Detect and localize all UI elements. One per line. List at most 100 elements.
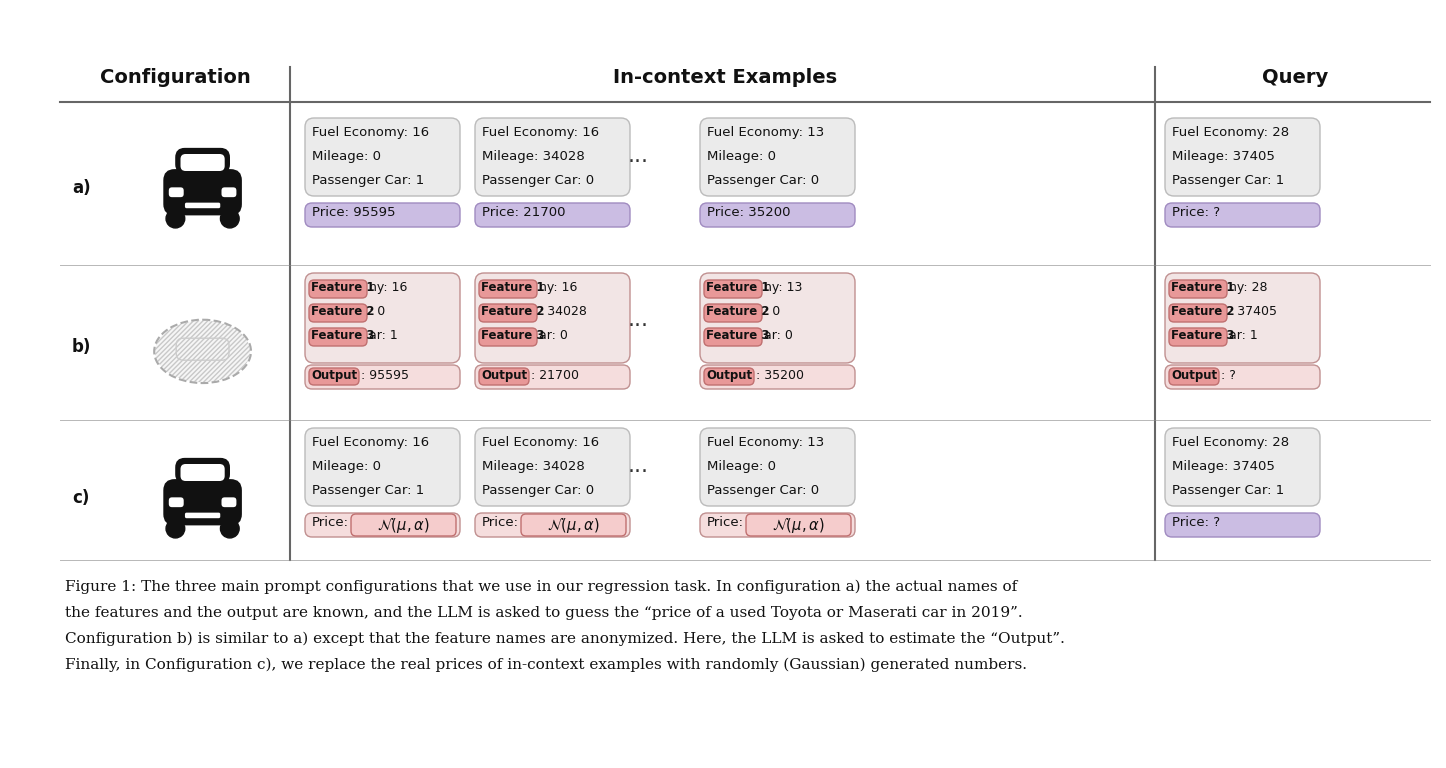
Text: Output: Output bbox=[311, 369, 357, 382]
FancyBboxPatch shape bbox=[1168, 304, 1228, 322]
Text: Feature 2: Feature 2 bbox=[1171, 305, 1235, 318]
Text: Passenger Car: 0: Passenger Car: 0 bbox=[707, 174, 818, 187]
FancyBboxPatch shape bbox=[700, 203, 855, 227]
Text: Fuel Economy: 28: Fuel Economy: 28 bbox=[1173, 436, 1290, 449]
FancyBboxPatch shape bbox=[700, 273, 855, 363]
FancyBboxPatch shape bbox=[704, 280, 762, 298]
FancyBboxPatch shape bbox=[184, 202, 221, 209]
Text: ar: 1: ar: 1 bbox=[1229, 329, 1258, 342]
Text: Passenger Car: 1: Passenger Car: 1 bbox=[1173, 484, 1284, 497]
Text: ny: 28: ny: 28 bbox=[1229, 281, 1268, 294]
FancyBboxPatch shape bbox=[1165, 513, 1320, 537]
Text: Finally, in Configuration c), we replace the real prices of in-context examples : Finally, in Configuration c), we replace… bbox=[65, 658, 1027, 673]
FancyBboxPatch shape bbox=[181, 464, 224, 481]
FancyBboxPatch shape bbox=[474, 513, 630, 537]
FancyBboxPatch shape bbox=[1168, 328, 1228, 346]
FancyBboxPatch shape bbox=[474, 273, 630, 363]
FancyBboxPatch shape bbox=[521, 514, 626, 536]
Text: Output: Output bbox=[706, 369, 752, 382]
Text: Fuel Economy: 16: Fuel Economy: 16 bbox=[482, 126, 599, 139]
FancyBboxPatch shape bbox=[220, 496, 237, 508]
FancyBboxPatch shape bbox=[1165, 428, 1320, 506]
FancyBboxPatch shape bbox=[184, 511, 221, 519]
Text: ny: 16: ny: 16 bbox=[369, 281, 408, 294]
Text: : ?: : ? bbox=[1220, 369, 1236, 382]
Text: ar: 1: ar: 1 bbox=[369, 329, 398, 342]
Text: Passenger Car: 0: Passenger Car: 0 bbox=[707, 484, 818, 497]
Text: Price:: Price: bbox=[707, 515, 745, 528]
FancyBboxPatch shape bbox=[704, 304, 762, 322]
FancyBboxPatch shape bbox=[1165, 273, 1320, 363]
Ellipse shape bbox=[155, 320, 250, 382]
Text: Fuel Economy: 16: Fuel Economy: 16 bbox=[312, 126, 429, 139]
FancyBboxPatch shape bbox=[220, 187, 237, 198]
Text: Price: 21700: Price: 21700 bbox=[482, 206, 565, 219]
Text: : 34028: : 34028 bbox=[539, 305, 587, 318]
FancyBboxPatch shape bbox=[474, 365, 630, 389]
Circle shape bbox=[220, 209, 239, 228]
Text: $\mathcal{N}(\mu, \alpha)$: $\mathcal{N}(\mu, \alpha)$ bbox=[547, 516, 600, 535]
FancyBboxPatch shape bbox=[479, 368, 529, 385]
Text: ny: 16: ny: 16 bbox=[539, 281, 577, 294]
FancyBboxPatch shape bbox=[176, 149, 228, 173]
Text: Passenger Car: 1: Passenger Car: 1 bbox=[312, 174, 424, 187]
Text: Feature 2: Feature 2 bbox=[482, 305, 545, 318]
Text: Mileage: 34028: Mileage: 34028 bbox=[482, 460, 584, 473]
FancyBboxPatch shape bbox=[479, 304, 536, 322]
FancyBboxPatch shape bbox=[1168, 280, 1228, 298]
FancyBboxPatch shape bbox=[1168, 368, 1219, 385]
Text: $\mathcal{N}(\mu, \alpha)$: $\mathcal{N}(\mu, \alpha)$ bbox=[772, 516, 824, 535]
Text: Passenger Car: 0: Passenger Car: 0 bbox=[482, 484, 594, 497]
Text: Fuel Economy: 28: Fuel Economy: 28 bbox=[1173, 126, 1290, 139]
FancyBboxPatch shape bbox=[700, 428, 855, 506]
Text: Mileage: 0: Mileage: 0 bbox=[707, 460, 777, 473]
FancyBboxPatch shape bbox=[1165, 203, 1320, 227]
FancyBboxPatch shape bbox=[309, 304, 367, 322]
Text: ...: ... bbox=[628, 456, 648, 476]
Text: : 21700: : 21700 bbox=[531, 369, 578, 382]
FancyBboxPatch shape bbox=[176, 459, 228, 483]
FancyBboxPatch shape bbox=[168, 496, 185, 508]
Text: Mileage: 0: Mileage: 0 bbox=[707, 150, 777, 163]
Text: a): a) bbox=[72, 179, 91, 197]
Text: Mileage: 0: Mileage: 0 bbox=[312, 150, 380, 163]
Text: Feature 3: Feature 3 bbox=[311, 329, 375, 342]
Text: ...: ... bbox=[628, 146, 648, 166]
FancyBboxPatch shape bbox=[168, 187, 185, 198]
FancyBboxPatch shape bbox=[305, 428, 460, 506]
Text: Fuel Economy: 13: Fuel Economy: 13 bbox=[707, 436, 824, 449]
FancyBboxPatch shape bbox=[165, 170, 241, 214]
Text: Price: ?: Price: ? bbox=[1173, 206, 1220, 219]
Text: Feature 3: Feature 3 bbox=[706, 329, 769, 342]
FancyBboxPatch shape bbox=[700, 118, 855, 196]
Text: Feature 1: Feature 1 bbox=[1171, 281, 1235, 294]
FancyBboxPatch shape bbox=[479, 280, 536, 298]
FancyBboxPatch shape bbox=[479, 328, 536, 346]
Text: Mileage: 34028: Mileage: 34028 bbox=[482, 150, 584, 163]
Text: Passenger Car: 1: Passenger Car: 1 bbox=[312, 484, 424, 497]
FancyBboxPatch shape bbox=[700, 513, 855, 537]
FancyBboxPatch shape bbox=[746, 514, 852, 536]
Text: Price:: Price: bbox=[312, 515, 348, 528]
Text: Price: 95595: Price: 95595 bbox=[312, 206, 396, 219]
Text: Fuel Economy: 16: Fuel Economy: 16 bbox=[482, 436, 599, 449]
FancyBboxPatch shape bbox=[305, 203, 460, 227]
Text: Fuel Economy: 16: Fuel Economy: 16 bbox=[312, 436, 429, 449]
Text: the features and the output are known, and the LLM is asked to guess the “price : the features and the output are known, a… bbox=[65, 606, 1022, 620]
Text: $\mathcal{N}(\mu, \alpha)$: $\mathcal{N}(\mu, \alpha)$ bbox=[377, 516, 429, 535]
Text: Mileage: 37405: Mileage: 37405 bbox=[1173, 460, 1275, 473]
Text: Passenger Car: 1: Passenger Car: 1 bbox=[1173, 174, 1284, 187]
Text: In-context Examples: In-context Examples bbox=[613, 68, 837, 87]
Text: Feature 2: Feature 2 bbox=[706, 305, 769, 318]
Text: Price:: Price: bbox=[482, 515, 519, 528]
FancyBboxPatch shape bbox=[704, 328, 762, 346]
Text: Mileage: 37405: Mileage: 37405 bbox=[1173, 150, 1275, 163]
Text: Feature 1: Feature 1 bbox=[482, 281, 545, 294]
Text: Feature 1: Feature 1 bbox=[311, 281, 375, 294]
Text: : 0: : 0 bbox=[763, 305, 781, 318]
FancyBboxPatch shape bbox=[181, 154, 224, 171]
Text: Price: ?: Price: ? bbox=[1173, 515, 1220, 528]
Text: Configuration: Configuration bbox=[100, 68, 250, 87]
FancyBboxPatch shape bbox=[309, 368, 359, 385]
Text: Price: 35200: Price: 35200 bbox=[707, 206, 791, 219]
